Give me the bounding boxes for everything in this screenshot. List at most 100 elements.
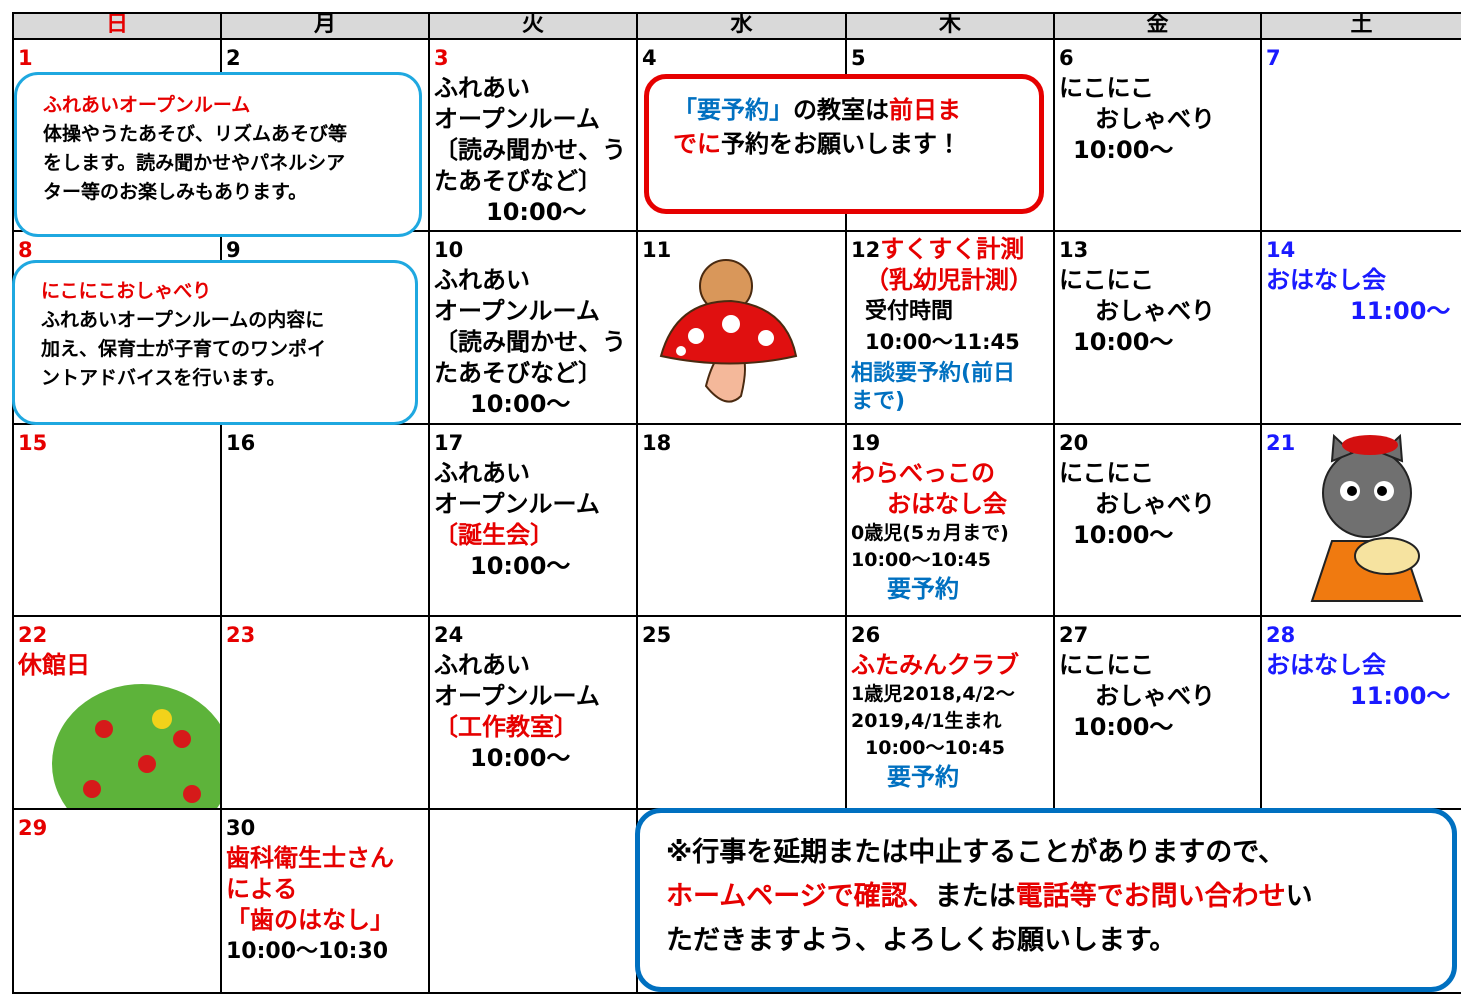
day: 14 <box>1266 238 1296 262</box>
event: 相談要予約(前日 <box>851 361 1016 386</box>
day: 20 <box>1059 431 1089 455</box>
day-cell: 12すくすく計測 （乳幼児計測） 受付時間 10:00〜11:45 相談要予約(前日ま… <box>847 232 1055 425</box>
day: 24 <box>434 623 464 647</box>
event: 1歳児2018,4/2〜 <box>851 683 1015 705</box>
event: にこにこ <box>1059 651 1155 679</box>
event: ふれあい <box>434 459 530 487</box>
event: たあそびなど〕 <box>434 167 602 195</box>
event: 0歳児(5ヵ月まで) <box>851 522 1009 544</box>
day: 28 <box>1266 623 1296 647</box>
calendar: 日 月 火 水 木 金 土 1 2 3 ふれあい オープンルーム 〔読み聞かせ、うた… <box>12 12 1461 994</box>
event: 10:00〜10:45 <box>865 737 1005 759</box>
event: 10:00〜11:45 <box>865 330 1020 354</box>
event: おしゃべり <box>1095 105 1215 133</box>
day-cell: 29 <box>14 810 222 994</box>
weekday: 木 <box>847 14 1055 40</box>
day-cell: 15 <box>14 425 222 617</box>
reservation-note: 「要予約」の教室は前日ま でに予約をお願いします！ <box>644 74 1044 214</box>
weekday: 金 <box>1055 14 1262 40</box>
event: 〔読み聞かせ、う <box>434 136 626 164</box>
event: にこにこ <box>1059 459 1155 487</box>
event: 10:00〜 <box>470 552 571 580</box>
event: 歯科衛生士さん <box>226 844 394 872</box>
event: おしゃべり <box>1095 682 1215 710</box>
day: 27 <box>1059 623 1089 647</box>
day: 10 <box>434 238 464 262</box>
event: 〔工作教室〕 <box>434 713 578 741</box>
event: たあそびなど〕 <box>434 359 602 387</box>
day-cell: 26 ふたみんクラブ 1歳児2018,4/2〜 2019,4/1生まれ 10:00〜1… <box>847 617 1055 810</box>
weekday: 水 <box>638 14 847 40</box>
weekday: 火 <box>430 14 638 40</box>
day-cell: 28 おはなし会 11:00〜 <box>1262 617 1461 810</box>
note-text: ふれあいオープンルームの内容に <box>41 309 325 331</box>
day: 4 <box>642 46 657 70</box>
note-text: 電話等でお問い合わせ <box>1015 881 1286 912</box>
weekday: 月 <box>222 14 430 40</box>
day-cell: 13 にこにこ おしゃべり 10:00〜 <box>1055 232 1262 425</box>
event: ふれあい <box>434 74 530 102</box>
event: わらべっこの <box>851 459 995 487</box>
day: 25 <box>642 623 672 647</box>
day: 30 <box>226 816 256 840</box>
note-text: または <box>934 881 1016 912</box>
day-cell: 10 ふれあい オープンルーム 〔読み聞かせ、う たあそびなど〕 10:00〜 <box>430 232 638 425</box>
day-cell: 25 <box>638 617 847 810</box>
event: おはなし会 <box>1266 651 1386 679</box>
day-cell: 22 休館日 <box>14 617 222 810</box>
event: ふたみんクラブ <box>851 651 1019 679</box>
day-cell: 19 わらべっこの おはなし会 0歳児(5ヵ月まで) 10:00〜10:45 要予約 <box>847 425 1055 617</box>
note-text: でに <box>673 130 721 158</box>
event: オープンルーム <box>434 105 600 133</box>
day-cell: 3 ふれあい オープンルーム 〔読み聞かせ、う たあそびなど〕 10:00〜 <box>430 40 638 232</box>
event: 10:00〜 <box>470 390 571 418</box>
day-cell: 17 ふれあい オープンルーム 〔誕生会〕 10:00〜 <box>430 425 638 617</box>
note-box: ふれあいオープンルーム 体操やうたあそび、リズムあそび等 をします。読み聞かせやパ… <box>14 72 422 237</box>
note-text: の教室は <box>793 96 889 124</box>
day: 23 <box>226 623 256 647</box>
day: 29 <box>18 816 48 840</box>
note-text: 「要予約」 <box>673 96 793 124</box>
note-text: ただきますよう、よろしくお願いします。 <box>666 925 1177 956</box>
day: 8 <box>18 238 33 262</box>
event: ふれあい <box>434 266 530 294</box>
event: まで) <box>851 389 906 414</box>
day: 5 <box>851 46 866 70</box>
day-cell: 30 歯科衛生士さん による「歯のはなし」 10:00〜10:30 <box>222 810 430 994</box>
day: 13 <box>1059 238 1089 262</box>
day: 21 <box>1266 431 1296 455</box>
event: 10:00〜10:30 <box>226 939 389 964</box>
event: による <box>226 875 298 903</box>
event: 休館日 <box>18 651 90 679</box>
event: おしゃべり <box>1095 490 1215 518</box>
day: 17 <box>434 431 464 455</box>
event: 要予約 <box>887 575 959 603</box>
mushroom-illustration <box>659 259 798 403</box>
day-cell: 7 <box>1262 40 1461 232</box>
note-title: にこにこおしゃべり <box>41 280 212 302</box>
event: 「歯のはなし」 <box>226 906 394 934</box>
day-cell: 27 にこにこおしゃべり 10:00〜 <box>1055 617 1262 810</box>
note-text: をします。読み聞かせやパネルシア <box>43 152 346 174</box>
event: すくすく計測 <box>880 235 1025 263</box>
day: 9 <box>226 238 241 262</box>
day: 3 <box>434 46 449 70</box>
event: 2019,4/1生まれ <box>851 710 1002 732</box>
note-text: 前日ま <box>889 96 961 124</box>
note-text: ター等のお楽しみもあります。 <box>43 181 308 203</box>
event: 〔誕生会〕 <box>434 521 554 549</box>
tree-illustration <box>52 684 220 808</box>
event: ふれあい <box>434 651 530 679</box>
note-box: にこにこおしゃべり ふれあいオープンルームの内容に 加え、保育士が子育てのワンポイ… <box>12 260 418 425</box>
event: オープンルーム <box>434 682 600 710</box>
day: 18 <box>642 431 672 455</box>
event: 10:00〜 <box>1073 136 1174 164</box>
event: 〔読み聞かせ、う <box>434 328 626 356</box>
weekday: 土 <box>1262 14 1461 40</box>
note-title: ふれあいオープンルーム <box>43 94 251 116</box>
day: 11 <box>642 238 672 262</box>
day: 7 <box>1266 46 1281 70</box>
cat-illustration <box>1310 433 1424 602</box>
event: 10:00〜 <box>1073 713 1174 741</box>
